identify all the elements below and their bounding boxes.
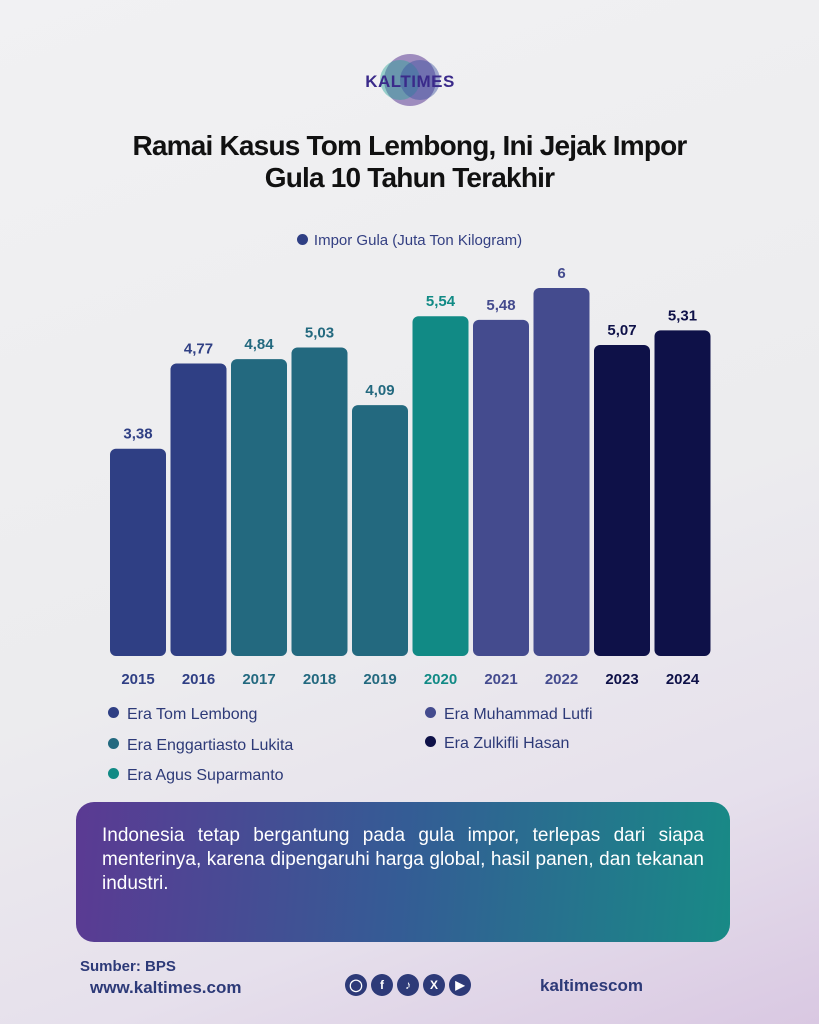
x-tick-2016: 2016: [182, 671, 215, 688]
bar-2023: [594, 345, 650, 656]
era-legend-agus-suparmanto: Era Agus Suparmanto: [108, 767, 284, 785]
era-legend-dot: [425, 736, 436, 747]
era-legend-label: Era Tom Lembong: [127, 706, 258, 723]
bar-2020: [412, 316, 469, 656]
bar-chart: 3,38 2015 4,77 2016 4,84 2017 5,03 2018 4,09 2019…: [110, 265, 711, 688]
era-legend-dot: [108, 738, 119, 749]
bar-2017: [231, 359, 287, 656]
series-legend: Impor Gula (Juta Ton Kilogram): [0, 232, 819, 249]
bar-2016: [170, 363, 227, 656]
bar-2024: [654, 330, 711, 656]
social-handle[interactable]: kaltimescom: [540, 976, 643, 995]
info-box: Indonesia tetap bergantung pada gula imp…: [76, 802, 730, 942]
bar-2021: [473, 319, 529, 656]
youtube-icon[interactable]: ▶: [449, 974, 471, 996]
era-legend-zulkifli-hasan: Era Zulkifli Hasan: [425, 735, 569, 753]
value-label-2017: 4,84: [244, 336, 274, 353]
era-legend-enggartiasto-lukita: Era Enggartiasto Lukita: [108, 737, 293, 755]
era-legend-label: Era Zulkifli Hasan: [444, 735, 570, 752]
value-label-2016: 4,77: [184, 340, 213, 357]
bar-2018: [291, 347, 348, 656]
value-label-2018: 5,03: [305, 324, 334, 341]
era-legend-label: Era Muhammad Lutfi: [444, 706, 593, 723]
kaltimes-logo: KALTIMES: [340, 48, 480, 112]
value-label-2019: 4,09: [365, 382, 394, 399]
title-line-1: Ramai Kasus Tom Lembong, Ini Jejak Impor: [132, 130, 687, 161]
value-label-2024: 5,31: [668, 307, 697, 324]
era-legend-muhammad-lutfi: Era Muhammad Lutfi: [425, 706, 593, 724]
x-tick-2023: 2023: [605, 671, 638, 688]
series-legend-dot: [296, 234, 308, 245]
tiktok-icon[interactable]: ♪: [397, 974, 419, 996]
instagram-icon[interactable]: ◯: [345, 974, 367, 996]
value-label-2015: 3,38: [123, 426, 152, 443]
x-tick-2024: 2024: [666, 671, 700, 688]
era-legend-dot: [425, 707, 436, 718]
era-legend-label: Era Enggartiasto Lukita: [127, 737, 294, 754]
bar-2015: [110, 448, 166, 656]
era-legend-dot: [108, 707, 119, 718]
website-link[interactable]: www.kaltimes.com: [90, 978, 242, 997]
x-icon[interactable]: X: [423, 974, 445, 996]
source-label: Sumber: BPS: [80, 958, 176, 975]
info-text: Indonesia tetap bergantung pada gula imp…: [102, 825, 704, 894]
bar-2022: [533, 288, 590, 656]
era-legend-tom-lembong: Era Tom Lembong: [108, 706, 257, 724]
era-legend-label: Era Agus Suparmanto: [127, 767, 284, 784]
x-tick-2017: 2017: [242, 671, 275, 688]
bar-2019: [352, 405, 408, 656]
facebook-icon[interactable]: f: [371, 974, 393, 996]
value-label-2023: 5,07: [607, 322, 636, 339]
x-tick-2015: 2015: [121, 671, 154, 688]
x-tick-2021: 2021: [484, 671, 517, 688]
page-title: Ramai Kasus Tom Lembong, Ini Jejak Impor…: [40, 130, 779, 194]
value-label-2022: 6: [557, 265, 565, 282]
x-tick-2022: 2022: [545, 671, 578, 688]
brand-name: KALTIMES: [365, 72, 455, 91]
x-tick-2020: 2020: [424, 671, 457, 688]
x-tick-2018: 2018: [303, 671, 336, 688]
logo-rings-icon: [380, 54, 440, 106]
title-line-2: Gula 10 Tahun Terakhir: [264, 162, 555, 193]
social-icons: ◯ f ♪ X ▶: [345, 974, 475, 998]
value-label-2020: 5,54: [426, 293, 456, 310]
series-legend-label: Impor Gula (Juta Ton Kilogram): [313, 232, 523, 249]
era-legend-dot: [108, 768, 119, 779]
x-tick-2019: 2019: [363, 671, 396, 688]
value-label-2021: 5,48: [486, 297, 515, 314]
